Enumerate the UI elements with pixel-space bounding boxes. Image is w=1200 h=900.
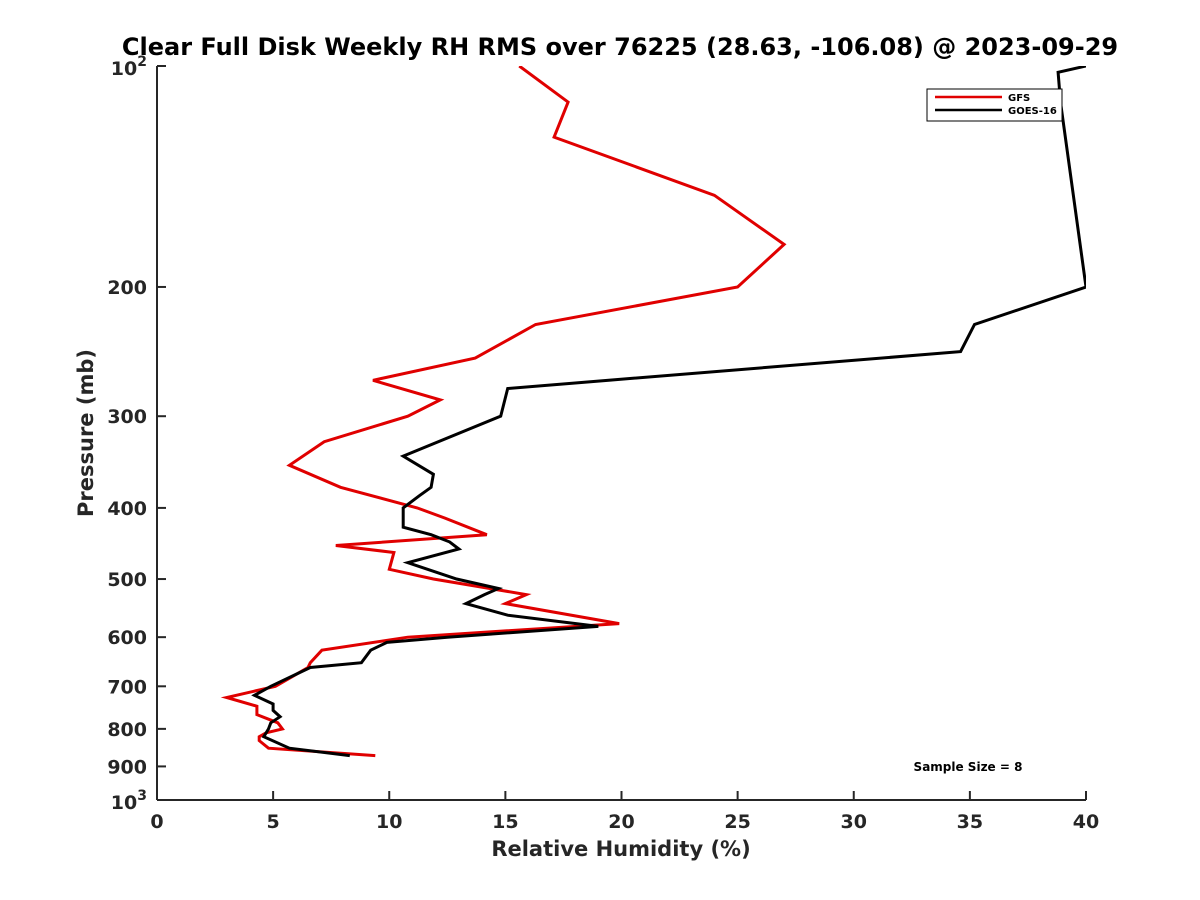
x-tick-label: 5 [267, 811, 280, 833]
y-tick-label: 300 [107, 406, 147, 428]
chart-title: Clear Full Disk Weekly RH RMS over 76225… [122, 33, 1118, 61]
x-tick-label: 35 [957, 811, 983, 833]
series-line-goes-16 [251, 66, 1086, 758]
y-tick-label: 200 [107, 277, 147, 299]
y-tick-power-base: 10 [111, 58, 137, 80]
x-tick-label: 0 [150, 811, 163, 833]
legend-label: GOES-16 [1008, 106, 1057, 117]
legend-box [926, 88, 1063, 122]
series-line-gfs [220, 66, 787, 758]
y-tick-label: 400 [107, 498, 147, 520]
sample-size-annotation: Sample Size = 8 [914, 760, 1023, 774]
x-tick-label: 15 [492, 811, 518, 833]
y-tick-label: 500 [107, 569, 147, 591]
y-tick-label-power: 102 [111, 54, 147, 80]
axes-layer: 0 5 10 15 20 25 30 35 40 200 300 400 500 600 700 800 900… [107, 54, 1099, 833]
y-tick-label: 900 [107, 756, 147, 778]
legend: GFS GOES-16 [926, 88, 1063, 122]
x-tick-label: 25 [724, 811, 750, 833]
y-axis-label: Pressure (mb) [74, 349, 98, 517]
y-tick-power-exponent: 2 [137, 54, 147, 70]
y-tick-power-exponent: 3 [137, 788, 147, 804]
series-layer [220, 66, 1086, 758]
y-tick-label: 800 [107, 719, 147, 741]
x-tick-label: 40 [1073, 811, 1099, 833]
x-tick-label: 10 [376, 811, 402, 833]
y-tick-label-power: 103 [111, 788, 147, 814]
x-tick-label: 20 [608, 811, 634, 833]
y-tick-power-base: 10 [111, 792, 137, 814]
x-tick-label: 30 [841, 811, 867, 833]
y-tick-label: 600 [107, 627, 147, 649]
legend-label: GFS [1008, 93, 1030, 104]
x-axis-label: Relative Humidity (%) [491, 837, 750, 861]
y-tick-label: 700 [107, 676, 147, 698]
